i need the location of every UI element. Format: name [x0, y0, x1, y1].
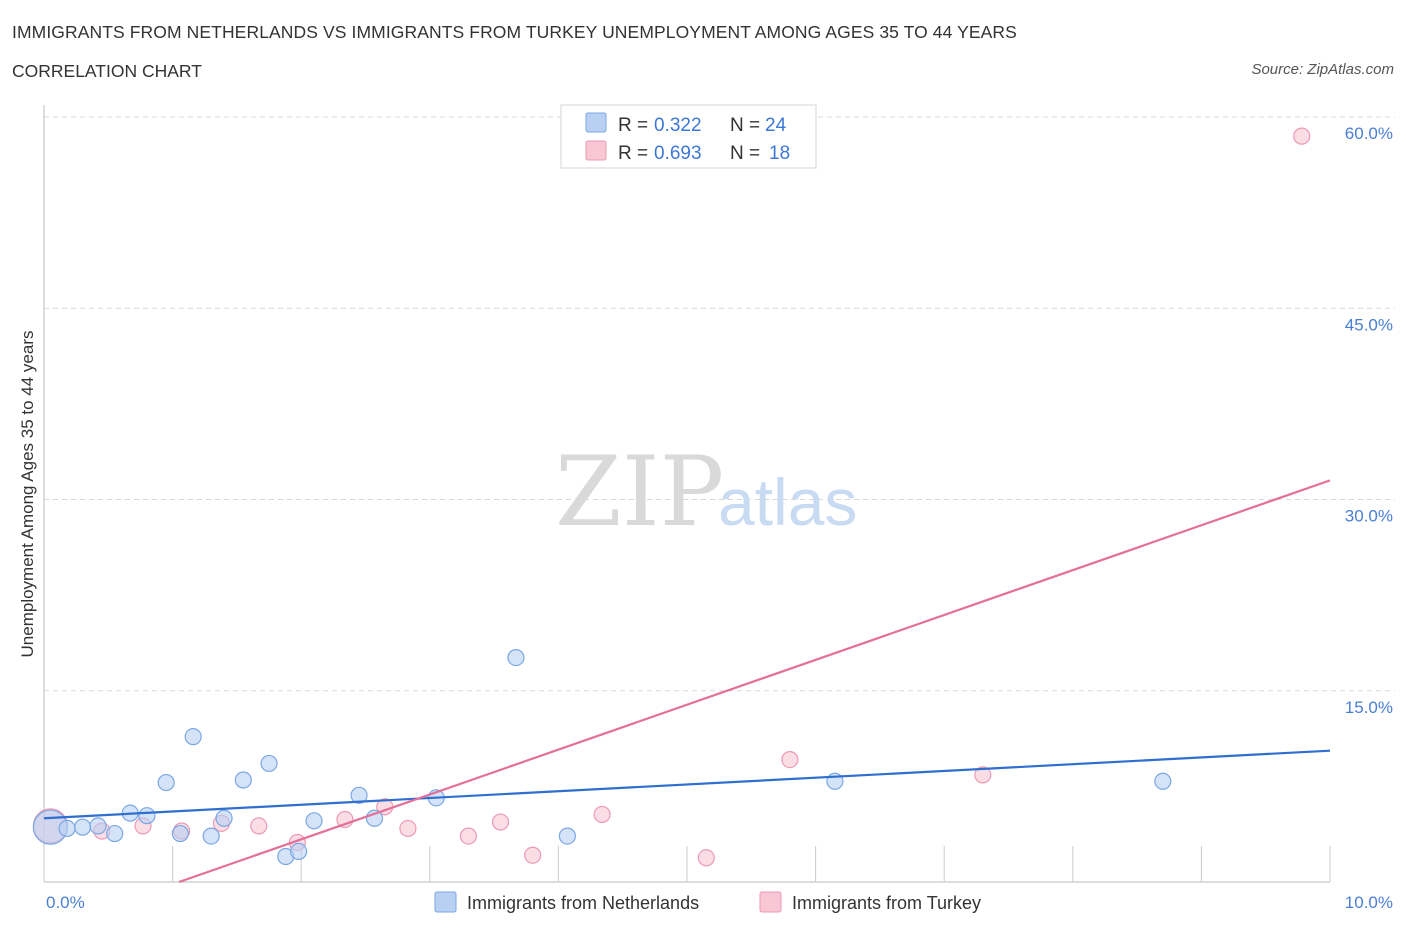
y-tick-label-1: 30.0% [1345, 507, 1393, 526]
point-turkey-9 [399, 819, 417, 838]
point-turkey-10 [459, 827, 477, 845]
point-turkey-15 [781, 750, 799, 769]
grid-lines [44, 116, 1395, 692]
series-legend-label-turkey: Immigrants from Turkey [792, 893, 981, 913]
point-turkey-16 [974, 766, 992, 784]
series-legend-label-netherlands: Immigrants from Netherlands [467, 893, 699, 913]
point-turkey-12 [524, 846, 542, 864]
point-turkey-11 [491, 813, 510, 831]
x-tick-label-1: 10.0% [1345, 893, 1393, 912]
series-legend-swatch-turkey [759, 891, 782, 913]
legend-swatch-turkey [585, 140, 607, 161]
point-netherlands-12 [234, 771, 252, 789]
y-axis-title: Unemployment Among Ages 35 to 44 years [18, 331, 37, 658]
correlation-legend: R = 0.322 N = 24 R = 0.693 N = 18 [560, 104, 817, 169]
source-credit: Source: ZipAtlas.com [1251, 61, 1394, 78]
x-tick-label-0: 0.0% [46, 893, 85, 912]
legend-r-label-netherlands: R = [618, 115, 648, 136]
y-tick-label-3: 60.0% [1345, 124, 1393, 143]
point-netherlands-10 [202, 827, 220, 845]
legend-n-label-netherlands: N = [730, 115, 760, 136]
legend-n-value-netherlands: 24 [765, 115, 787, 136]
watermark-zip: ZIP [555, 436, 724, 548]
legend-n-value-turkey: 18 [769, 143, 790, 164]
point-netherlands-4 [106, 824, 124, 843]
y-tick-labels: 15.0% 30.0% 45.0% 60.0% [1345, 124, 1393, 717]
y-tick-label-0: 15.0% [1345, 698, 1393, 717]
point-netherlands-17 [350, 786, 368, 804]
point-netherlands-6 [138, 807, 156, 825]
point-netherlands-1 [58, 819, 76, 838]
x-tick-labels: 0.0% 10.0% [46, 893, 1393, 912]
watermark-atlas: atlas [718, 465, 857, 539]
chart-subtitle: CORRELATION CHART [12, 61, 202, 81]
legend-r-value-netherlands: 0.322 [654, 115, 702, 136]
trend-line-turkey [178, 479, 1331, 884]
point-netherlands-8 [171, 824, 189, 843]
point-turkey-14 [697, 849, 715, 867]
legend-r-label-turkey: R = [618, 143, 648, 164]
series-legend: Immigrants from Netherlands Immigrants f… [434, 891, 981, 913]
point-netherlands-9 [184, 728, 202, 746]
point-netherlands-15 [290, 842, 308, 861]
trend-line-netherlands [43, 749, 1331, 820]
watermark: ZIP atlas [555, 436, 857, 548]
point-netherlands-2 [73, 818, 92, 836]
trend-lines [43, 479, 1331, 884]
series-legend-swatch-netherlands [434, 891, 457, 913]
point-netherlands-20 [507, 648, 525, 667]
point-netherlands-11 [215, 809, 233, 827]
point-netherlands-7 [157, 773, 175, 792]
point-turkey-13 [593, 805, 611, 824]
legend-n-label-turkey: N = [730, 143, 760, 164]
point-netherlands-21 [558, 827, 577, 845]
legend-swatch-netherlands [585, 112, 607, 133]
point-netherlands-13 [260, 754, 278, 773]
legend-r-value-turkey: 0.693 [654, 143, 702, 164]
point-netherlands-23 [1154, 772, 1172, 790]
y-tick-label-2: 45.0% [1345, 315, 1393, 334]
point-netherlands-3 [89, 817, 107, 835]
chart-title: IMMIGRANTS FROM NETHERLANDS VS IMMIGRANT… [12, 22, 1017, 42]
point-netherlands-16 [305, 812, 323, 830]
point-turkey-17 [1293, 127, 1311, 145]
point-turkey-5 [250, 817, 268, 835]
